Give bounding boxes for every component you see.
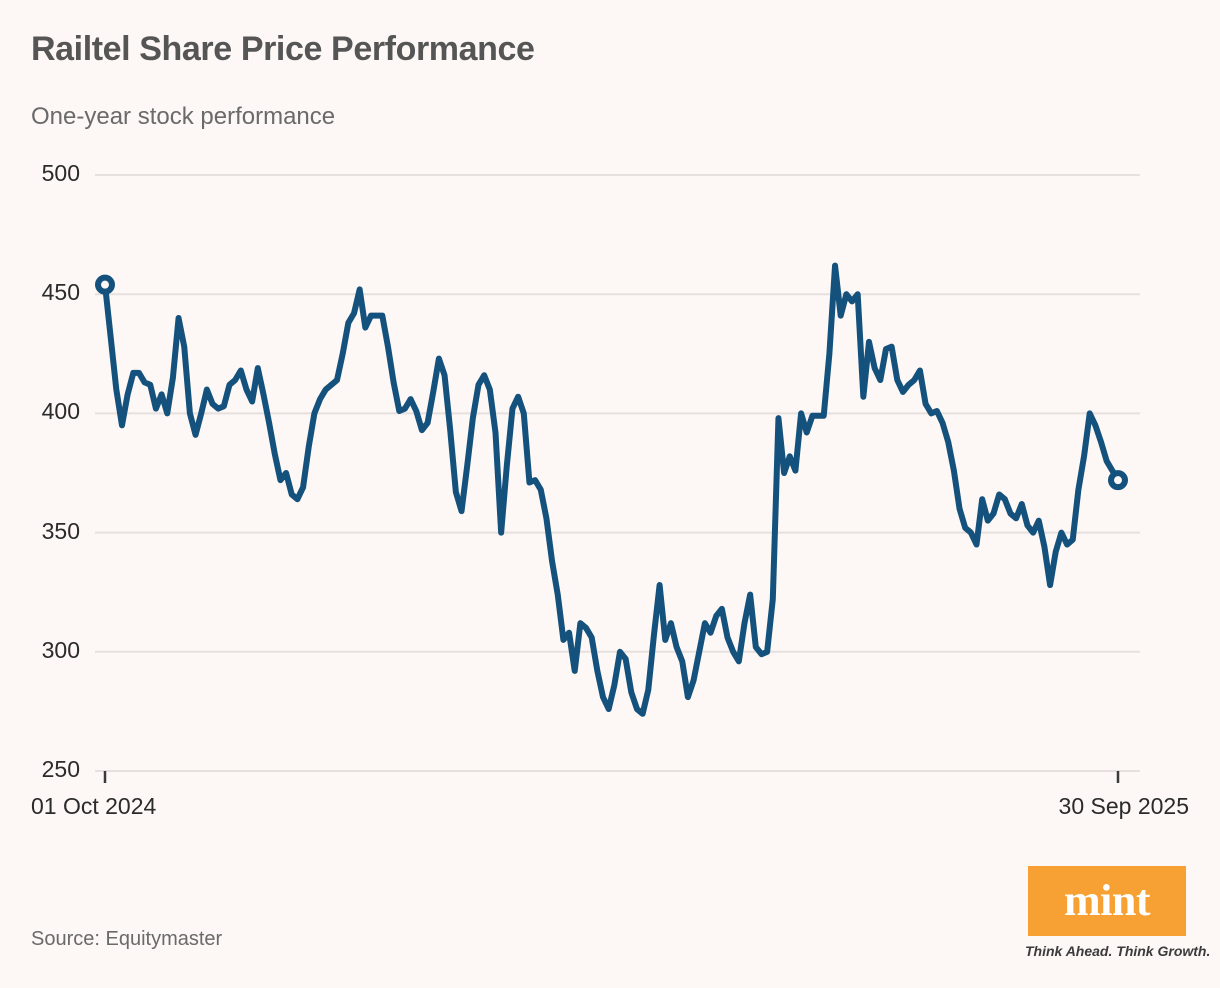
mint-logo-text: mint [1064,876,1151,925]
y-axis-tick-label: 500 [41,160,80,186]
source-note: Source: Equitymaster [31,928,223,950]
mint-logo: mint [1028,866,1186,936]
x-axis-tick-marks [103,771,1120,783]
y-axis-tick-label: 450 [41,279,80,306]
y-axis-tick-label: 400 [41,398,80,425]
y-axis-tick-label: 300 [41,636,80,663]
endpoint-markers [95,274,1128,491]
start-marker [95,274,115,295]
y-axis-tick-label: 250 [41,756,80,782]
x-axis-tick-label: 30 Sep 2025 [1058,793,1189,819]
mint-logo-tagline: Think Ahead. Think Growth. [1025,943,1211,959]
page-subtitle: One-year stock performance [31,103,336,130]
end-marker [1108,470,1128,491]
gridlines [95,174,1140,772]
page-title: Railtel Share Price Performance [31,30,535,68]
x-axis-tick-label: 01 Oct 2024 [31,793,157,819]
price-line [102,262,1121,717]
y-axis-tick-label: 350 [41,517,80,544]
